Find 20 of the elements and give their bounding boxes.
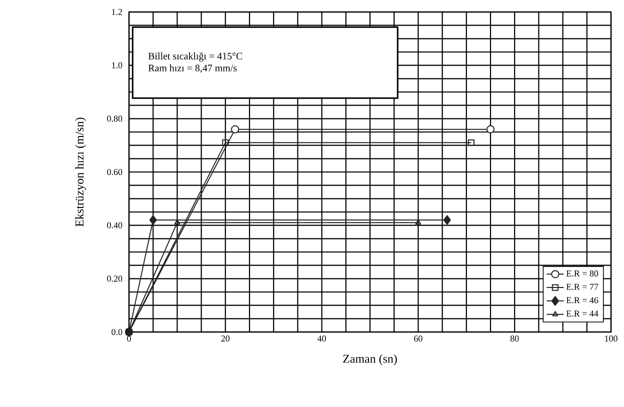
x-tick-label: 20: [221, 336, 230, 342]
y-tick-label: 1.2: [112, 8, 122, 16]
y-tick-label: 0.60: [107, 168, 122, 176]
y-tick-label: 0.0: [112, 328, 122, 336]
legend-label: E.R = 80: [566, 270, 598, 277]
y-tick-label: 0.40: [107, 222, 122, 228]
legend-label: E.R = 46: [566, 297, 598, 304]
legend-label: E.R = 77: [566, 284, 598, 290]
x-tick-label: 100: [605, 336, 618, 342]
annotation: Ram hızı = 8,47 mm/s: [148, 64, 237, 73]
x-axis-title: Zaman (sn): [343, 354, 397, 366]
x-tick-label: 80: [510, 336, 519, 342]
y-tick-label: 0.80: [107, 116, 122, 122]
y-axis-title: Ekstrüzyon hızı (m/sn): [75, 118, 86, 226]
legend-label: E.R = 44: [566, 310, 598, 317]
x-tick-label: 60: [414, 336, 422, 342]
y-tick-label: 0.20: [107, 276, 122, 282]
y-tick-label: 1.0: [112, 62, 122, 68]
x-tick-label: 40: [317, 336, 326, 342]
annotation: Billet sıcaklığı = 415°C: [148, 52, 242, 62]
